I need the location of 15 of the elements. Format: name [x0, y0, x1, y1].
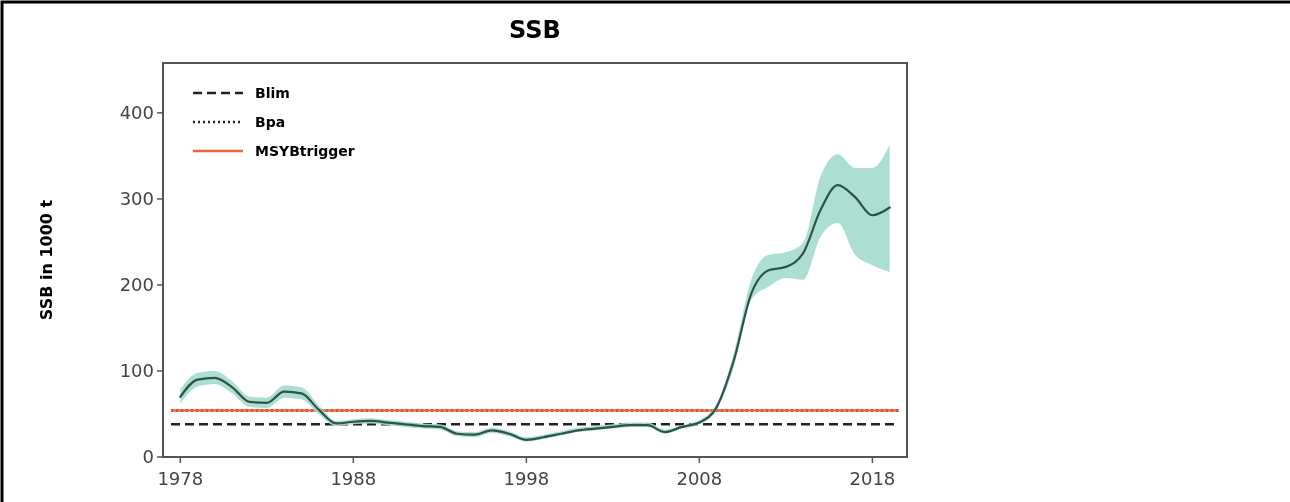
legend-label: Bpa: [255, 113, 286, 130]
y-tick-label: 300: [119, 188, 154, 210]
chart-title: SSB: [509, 16, 561, 44]
y-tick-label: 100: [119, 360, 154, 382]
x-tick-label: 1998: [503, 468, 550, 489]
y-tick-label: 200: [119, 274, 154, 296]
y-tick-label: 0: [142, 446, 154, 468]
legend-label: Blim: [255, 84, 290, 101]
x-tick-label: 1988: [330, 468, 377, 489]
x-tick-label: 2018: [849, 468, 896, 489]
y-axis-title: SSB in 1000 t: [37, 199, 56, 321]
x-tick-label: 1978: [157, 468, 204, 489]
y-tick-label: 400: [119, 102, 154, 124]
x-tick-label: 2008: [676, 468, 723, 489]
legend-label: MSYBtrigger: [255, 142, 355, 159]
